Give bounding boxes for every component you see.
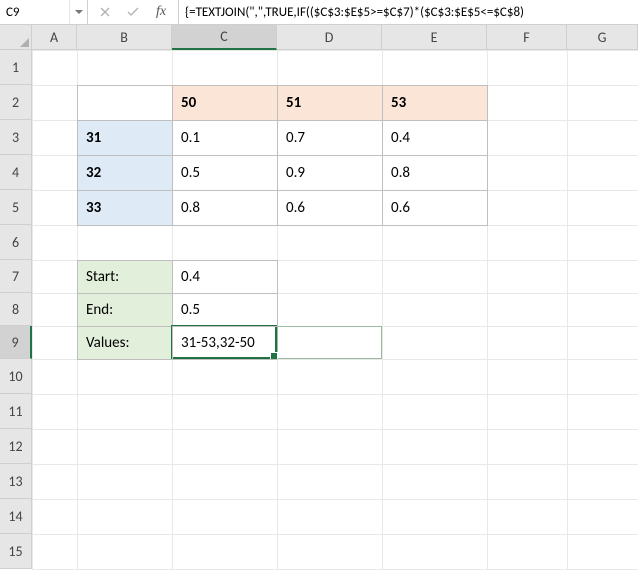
select-all-corner[interactable]: [0, 25, 32, 50]
table-cell[interactable]: 0.7: [277, 120, 383, 156]
gridline: [32, 50, 638, 51]
spill-range-outline: [277, 326, 382, 359]
row-header[interactable]: 8: [0, 293, 32, 326]
row-header[interactable]: 3: [0, 120, 32, 155]
formula-input[interactable]: {=TEXTJOIN(",",TRUE,IF(($C$3:$E$5>=$C$7)…: [179, 0, 638, 24]
table-cell[interactable]: 0.1: [172, 120, 278, 156]
table-col-header[interactable]: 53: [382, 85, 488, 121]
insert-function-button[interactable]: fx: [148, 1, 174, 23]
name-box-dropdown[interactable]: [69, 0, 87, 24]
value-end[interactable]: 0.5: [172, 293, 278, 327]
gridline: [32, 394, 638, 395]
column-header[interactable]: G: [567, 25, 638, 50]
label-end[interactable]: End:: [77, 293, 173, 327]
accept-formula-button[interactable]: [120, 1, 146, 23]
table-corner[interactable]: [77, 85, 173, 121]
table-cell[interactable]: 0.6: [277, 190, 383, 226]
row-header[interactable]: 12: [0, 429, 32, 464]
gridline: [32, 569, 638, 570]
row-header[interactable]: 11: [0, 394, 32, 429]
table-cell[interactable]: 0.8: [382, 155, 488, 191]
row-header[interactable]: 4: [0, 155, 32, 190]
column-header[interactable]: E: [382, 25, 487, 50]
check-icon: [127, 7, 139, 17]
label-start[interactable]: Start:: [77, 260, 173, 294]
gridline: [32, 534, 638, 535]
table-cell[interactable]: 0.5: [172, 155, 278, 191]
label-values[interactable]: Values:: [77, 326, 173, 360]
value-result[interactable]: 31-53,32-50: [172, 326, 278, 360]
worksheet: 123456789101112131415 ABCDEFG 5051533132…: [0, 25, 638, 574]
row-header[interactable]: 9: [0, 326, 32, 359]
chevron-down-icon: [75, 10, 83, 15]
name-box[interactable]: C9: [0, 0, 88, 24]
gridline: [32, 429, 638, 430]
row-header[interactable]: 10: [0, 359, 32, 394]
left-column: 123456789101112131415: [0, 25, 32, 574]
row-headers: 123456789101112131415: [0, 50, 32, 569]
table-row-header[interactable]: 32: [77, 155, 173, 191]
table-col-header[interactable]: 51: [277, 85, 383, 121]
row-header[interactable]: 2: [0, 85, 32, 120]
gridline: [32, 50, 33, 569]
column-header[interactable]: A: [32, 25, 77, 50]
row-header[interactable]: 6: [0, 225, 32, 260]
row-header[interactable]: 15: [0, 534, 32, 569]
row-header[interactable]: 13: [0, 464, 32, 499]
table-row-header[interactable]: 33: [77, 190, 173, 226]
gridline: [32, 464, 638, 465]
row-header[interactable]: 14: [0, 499, 32, 534]
table-cell[interactable]: 0.4: [382, 120, 488, 156]
value-start[interactable]: 0.4: [172, 260, 278, 294]
row-header[interactable]: 5: [0, 190, 32, 225]
name-box-ref: C9: [0, 5, 69, 20]
row-header[interactable]: 7: [0, 260, 32, 293]
cell-grid[interactable]: 5051533132330.10.70.40.50.90.80.80.60.6S…: [32, 50, 638, 569]
table-row-header[interactable]: 31: [77, 120, 173, 156]
column-header[interactable]: B: [77, 25, 172, 50]
formula-bar: C9 fx {=TEXTJOIN(",",TRUE,IF(($C$3:$E$5>…: [0, 0, 638, 25]
column-headers: ABCDEFG: [32, 25, 638, 50]
table-cell[interactable]: 0.8: [172, 190, 278, 226]
column-header[interactable]: D: [277, 25, 382, 50]
column-header[interactable]: F: [487, 25, 567, 50]
table-col-header[interactable]: 50: [172, 85, 278, 121]
table-cell[interactable]: 0.9: [277, 155, 383, 191]
cancel-formula-button[interactable]: [92, 1, 118, 23]
grid-wrap: ABCDEFG 5051533132330.10.70.40.50.90.80.…: [32, 25, 638, 574]
formula-controls: fx: [88, 0, 179, 24]
row-header[interactable]: 1: [0, 50, 32, 85]
gridline: [567, 50, 568, 569]
table-cell[interactable]: 0.6: [382, 190, 488, 226]
x-icon: [100, 7, 110, 17]
gridline: [32, 499, 638, 500]
column-header[interactable]: C: [172, 25, 277, 50]
